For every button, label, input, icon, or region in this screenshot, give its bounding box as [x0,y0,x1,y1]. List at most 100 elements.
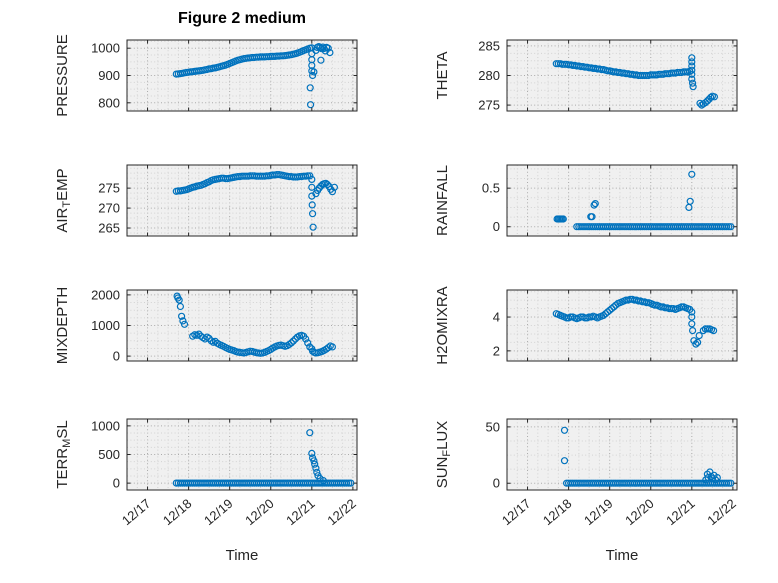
y-tick-label: 265 [98,221,120,236]
axes-box [506,289,738,362]
data-point [688,66,696,74]
data-point [304,339,312,347]
data-points [172,429,355,487]
data-point [328,188,336,196]
subplot-terrmsl: 0 500 1000 TERRMSL 12/17 12/18 12/19 12/20 12/21… [54,418,359,528]
data-points [552,295,718,348]
data-point [713,474,721,482]
figure-title: Figure 2 medium [177,10,307,27]
y-tick-label: 900 [98,68,120,83]
x-tick-label: 12/21 [663,496,698,528]
data-point [345,479,353,487]
grid [126,165,357,236]
data-point [703,325,712,333]
y-tick-label: 270 [98,201,120,216]
xlabel-time-right: Time [605,547,639,564]
data-point [308,183,316,191]
data-point [287,339,295,347]
y-tick-label: 800 [98,95,120,110]
data-point [176,302,184,311]
data-point [688,320,696,328]
y-axis-label: THETA [434,51,451,99]
x-tick-label: 12/21 [283,496,318,528]
y-axis-label: PRESSURE [54,34,71,117]
data-point [707,93,715,102]
data-point [304,172,312,180]
y-tick-label: 50 [486,419,500,434]
subplot-h2omixra: 24 H2OMIXRA [434,286,738,365]
data-point [180,320,189,328]
data-point [308,175,316,183]
y-tick-label: 275 [478,98,500,113]
y-tick-labels: 265 270 275 [98,181,120,236]
y-tick-label: 0.5 [482,181,500,196]
tick-marks [127,419,357,490]
tick-marks [127,165,357,236]
grid [126,40,357,111]
data-point [289,337,297,345]
tick-marks [507,40,737,111]
x-tick-label: 12/20 [622,496,657,528]
data-point [689,83,697,91]
data-points [560,426,735,487]
data-point [688,327,697,335]
data-point [686,197,694,205]
data-point [688,54,696,62]
data-point [710,93,719,101]
y-tick-labels: 0 1000 2000 [91,287,120,363]
x-tick-label: 12/19 [201,496,236,528]
data-points [553,170,735,231]
y-tick-labels: 800 900 1000 [91,41,120,111]
data-point [309,210,317,218]
data-point [309,71,317,80]
y-axis-label: MIXDEPTH [54,287,71,365]
data-point [692,340,700,348]
x-tick-label: 12/20 [242,496,277,528]
data-point [688,75,696,83]
y-tick-label: 285 [478,38,500,53]
xlabel-time-left: Time [225,547,259,564]
y-tick-label: 500 [98,447,120,462]
y-tick-label: 4 [493,310,500,325]
grid [506,165,737,236]
y-tick-label: 1000 [91,418,120,433]
data-point [308,449,316,457]
grid [126,419,357,490]
subplot-airtemp: 265 270 275 AIRTEMP [54,164,358,237]
data-point [175,296,183,304]
y-axis-label: TERRMSL [54,420,73,488]
y-tick-labels: 0 500 1000 [91,418,120,490]
y-tick-label: 0 [493,476,500,491]
tick-marks [507,419,737,490]
y-tick-labels: 24 [493,310,500,359]
tick-marks [127,290,357,361]
x-tick-label: 12/17 [499,496,534,528]
data-point [688,70,696,78]
data-point [591,200,599,208]
y-axis-label: RAINFALL [434,165,451,236]
data-point [688,62,696,70]
data-point [306,172,314,180]
y-axis-label: SUNFLUX [434,421,453,489]
y-axis-label: H2OMIXRA [434,286,451,364]
tick-marks [127,40,357,111]
data-point [709,327,718,335]
data-point [311,460,319,468]
data-point [310,457,318,465]
axes-box [126,164,358,237]
grid [126,290,357,361]
x-tick-label: 12/22 [704,496,739,528]
subplot-theta: 275 280 285 THETA [434,38,738,113]
data-point [688,170,696,178]
data-point [317,56,325,64]
data-point [307,101,315,109]
x-tick-label: 12/18 [160,496,195,528]
x-tick-label: 12/18 [540,496,575,528]
data-point [326,48,334,57]
tick-marks [507,165,737,236]
data-point [179,317,187,325]
data-point [319,477,327,485]
